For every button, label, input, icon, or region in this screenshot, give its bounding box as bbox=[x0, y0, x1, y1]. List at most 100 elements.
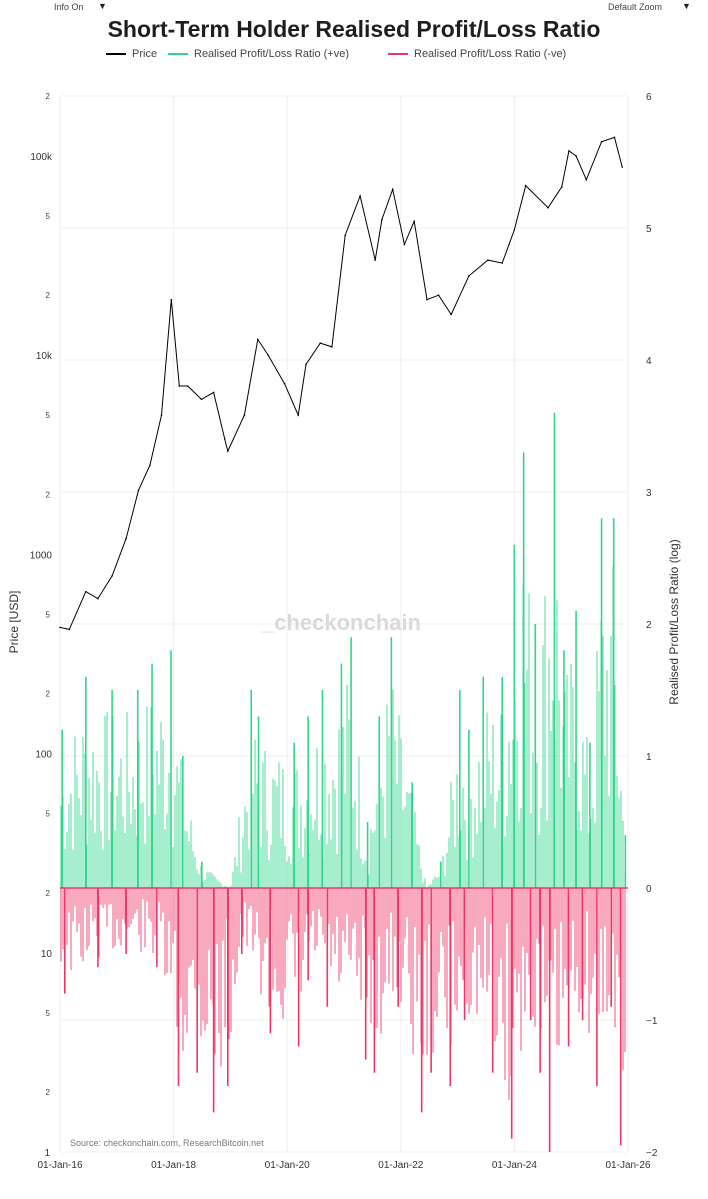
left-minor-tick-label: 2 bbox=[46, 291, 51, 300]
price-point bbox=[178, 385, 181, 387]
price-point bbox=[149, 464, 151, 467]
left-axis-label: Price [USD] bbox=[7, 591, 21, 654]
price-point bbox=[186, 385, 189, 387]
price-point bbox=[450, 313, 453, 316]
right-tick-label: 1 bbox=[646, 752, 652, 763]
x-tick-label: 01-Jan-24 bbox=[492, 1160, 537, 1171]
chart-legend: Price Realised Profit/Loss Ratio (+ve) R… bbox=[0, 48, 708, 64]
right-tick-label: −1 bbox=[646, 1016, 658, 1027]
legend-label-price: Price bbox=[132, 48, 158, 60]
left-tick-label: 10 bbox=[41, 949, 53, 960]
price-point bbox=[487, 259, 489, 261]
left-minor-tick-label: 5 bbox=[46, 411, 51, 420]
legend-item-positive[interactable]: Realised Profit/Loss Ratio (+ve) bbox=[168, 48, 349, 60]
ratio-bars bbox=[60, 412, 627, 1152]
price-point bbox=[426, 298, 428, 301]
x-tick-label: 01-Jan-20 bbox=[265, 1160, 310, 1171]
left-minor-tick-label: 5 bbox=[46, 1009, 51, 1018]
x-tick-label: 01-Jan-22 bbox=[378, 1160, 423, 1171]
price-point bbox=[160, 414, 163, 416]
x-tick-label: 01-Jan-16 bbox=[37, 1160, 82, 1171]
top-controls: Info On ▼ Default Zoom ▼ bbox=[0, 0, 708, 20]
price-point bbox=[613, 136, 616, 139]
price-point bbox=[256, 338, 259, 341]
legend-swatch-positive bbox=[168, 53, 188, 56]
right-tick-label: 0 bbox=[646, 884, 652, 895]
price-point bbox=[468, 275, 470, 277]
price-point bbox=[437, 294, 440, 297]
left-tick-label: 1000 bbox=[30, 550, 53, 561]
right-tick-label: −2 bbox=[646, 1148, 658, 1159]
legend-label-positive: Realised Profit/Loss Ratio (+ve) bbox=[194, 48, 349, 60]
legend-swatch-negative bbox=[388, 53, 408, 56]
price-point bbox=[374, 259, 376, 261]
price-point bbox=[381, 218, 383, 221]
right-tick-label: 6 bbox=[646, 92, 652, 103]
right-axis-ticks: 6 5 4 3 2 1 0 −1 −2 bbox=[646, 92, 658, 1159]
price-point bbox=[305, 363, 307, 366]
price-point bbox=[200, 398, 203, 401]
price-point bbox=[575, 155, 577, 157]
price-point bbox=[125, 537, 127, 540]
left-tick-label: 10k bbox=[36, 351, 53, 362]
left-axis-ticks: 10 100 1000 10k 100k 2 5 2 5 2 5 2 5 2 5 2 1 bbox=[30, 92, 53, 1159]
price-line bbox=[59, 136, 623, 630]
price-point bbox=[226, 450, 229, 452]
price-point bbox=[359, 195, 361, 197]
x-tick-label: 01-Jan-18 bbox=[151, 1160, 196, 1171]
legend-item-negative[interactable]: Realised Profit/Loss Ratio (-ve) bbox=[388, 48, 566, 60]
left-minor-tick-label: 5 bbox=[46, 212, 51, 221]
info-dropdown-caret-icon[interactable]: ▼ bbox=[98, 1, 107, 11]
price-point bbox=[212, 391, 215, 394]
price-point bbox=[283, 382, 286, 385]
price-point bbox=[513, 229, 516, 231]
left-minor-tick-label: 2 bbox=[46, 889, 51, 898]
price-point bbox=[319, 342, 322, 344]
price-point bbox=[170, 298, 173, 301]
price-point bbox=[243, 414, 246, 416]
left-tick-label: 1 bbox=[44, 1148, 50, 1159]
left-minor-tick-label: 2 bbox=[46, 490, 51, 499]
price-point bbox=[391, 188, 394, 191]
price-point bbox=[413, 220, 416, 223]
price-point bbox=[403, 243, 406, 246]
price-point bbox=[585, 178, 588, 181]
price-point bbox=[85, 590, 87, 593]
right-tick-label: 4 bbox=[646, 356, 652, 367]
price-point bbox=[547, 206, 549, 209]
price-point bbox=[331, 346, 333, 348]
zoom-select[interactable]: Default Zoom bbox=[608, 2, 663, 12]
source-note: Source: checkonchain.com, ResearchBitcoi… bbox=[70, 1138, 264, 1148]
right-tick-label: 2 bbox=[646, 620, 652, 631]
price-point bbox=[137, 489, 140, 491]
price-point bbox=[97, 597, 99, 600]
price-point bbox=[297, 414, 300, 416]
zoom-dropdown-caret-icon[interactable]: ▼ bbox=[682, 1, 691, 11]
chart-title: Short-Term Holder Realised Profit/Loss R… bbox=[107, 16, 601, 42]
price-point bbox=[560, 186, 563, 188]
legend-label-negative: Realised Profit/Loss Ratio (-ve) bbox=[414, 48, 567, 60]
right-tick-label: 5 bbox=[646, 224, 652, 235]
x-axis-ticks: 01-Jan-16 01-Jan-18 01-Jan-20 01-Jan-22 01-J… bbox=[37, 1160, 650, 1171]
price-point bbox=[267, 354, 269, 356]
price-point bbox=[344, 234, 346, 237]
x-tick-label: 01-Jan-26 bbox=[605, 1160, 650, 1171]
info-toggle[interactable]: Info On bbox=[54, 2, 84, 12]
left-minor-tick-label: 5 bbox=[46, 610, 51, 619]
price-point bbox=[600, 140, 603, 143]
price-point bbox=[111, 575, 113, 577]
price-point bbox=[568, 150, 570, 152]
legend-swatch-price bbox=[106, 53, 126, 56]
price-point bbox=[621, 166, 624, 168]
left-minor-tick-label: 2 bbox=[46, 690, 51, 699]
watermark: _checkonchain bbox=[261, 610, 421, 635]
price-point bbox=[59, 626, 61, 629]
right-axis-label: Realised Profit/Loss Ratio (log) bbox=[667, 539, 681, 704]
price-point bbox=[501, 262, 504, 264]
price-point bbox=[223, 438, 226, 440]
left-tick-label: 100 bbox=[35, 750, 52, 761]
right-tick-label: 3 bbox=[646, 488, 652, 499]
price-point bbox=[68, 628, 71, 631]
legend-item-price[interactable]: Price bbox=[106, 48, 157, 60]
